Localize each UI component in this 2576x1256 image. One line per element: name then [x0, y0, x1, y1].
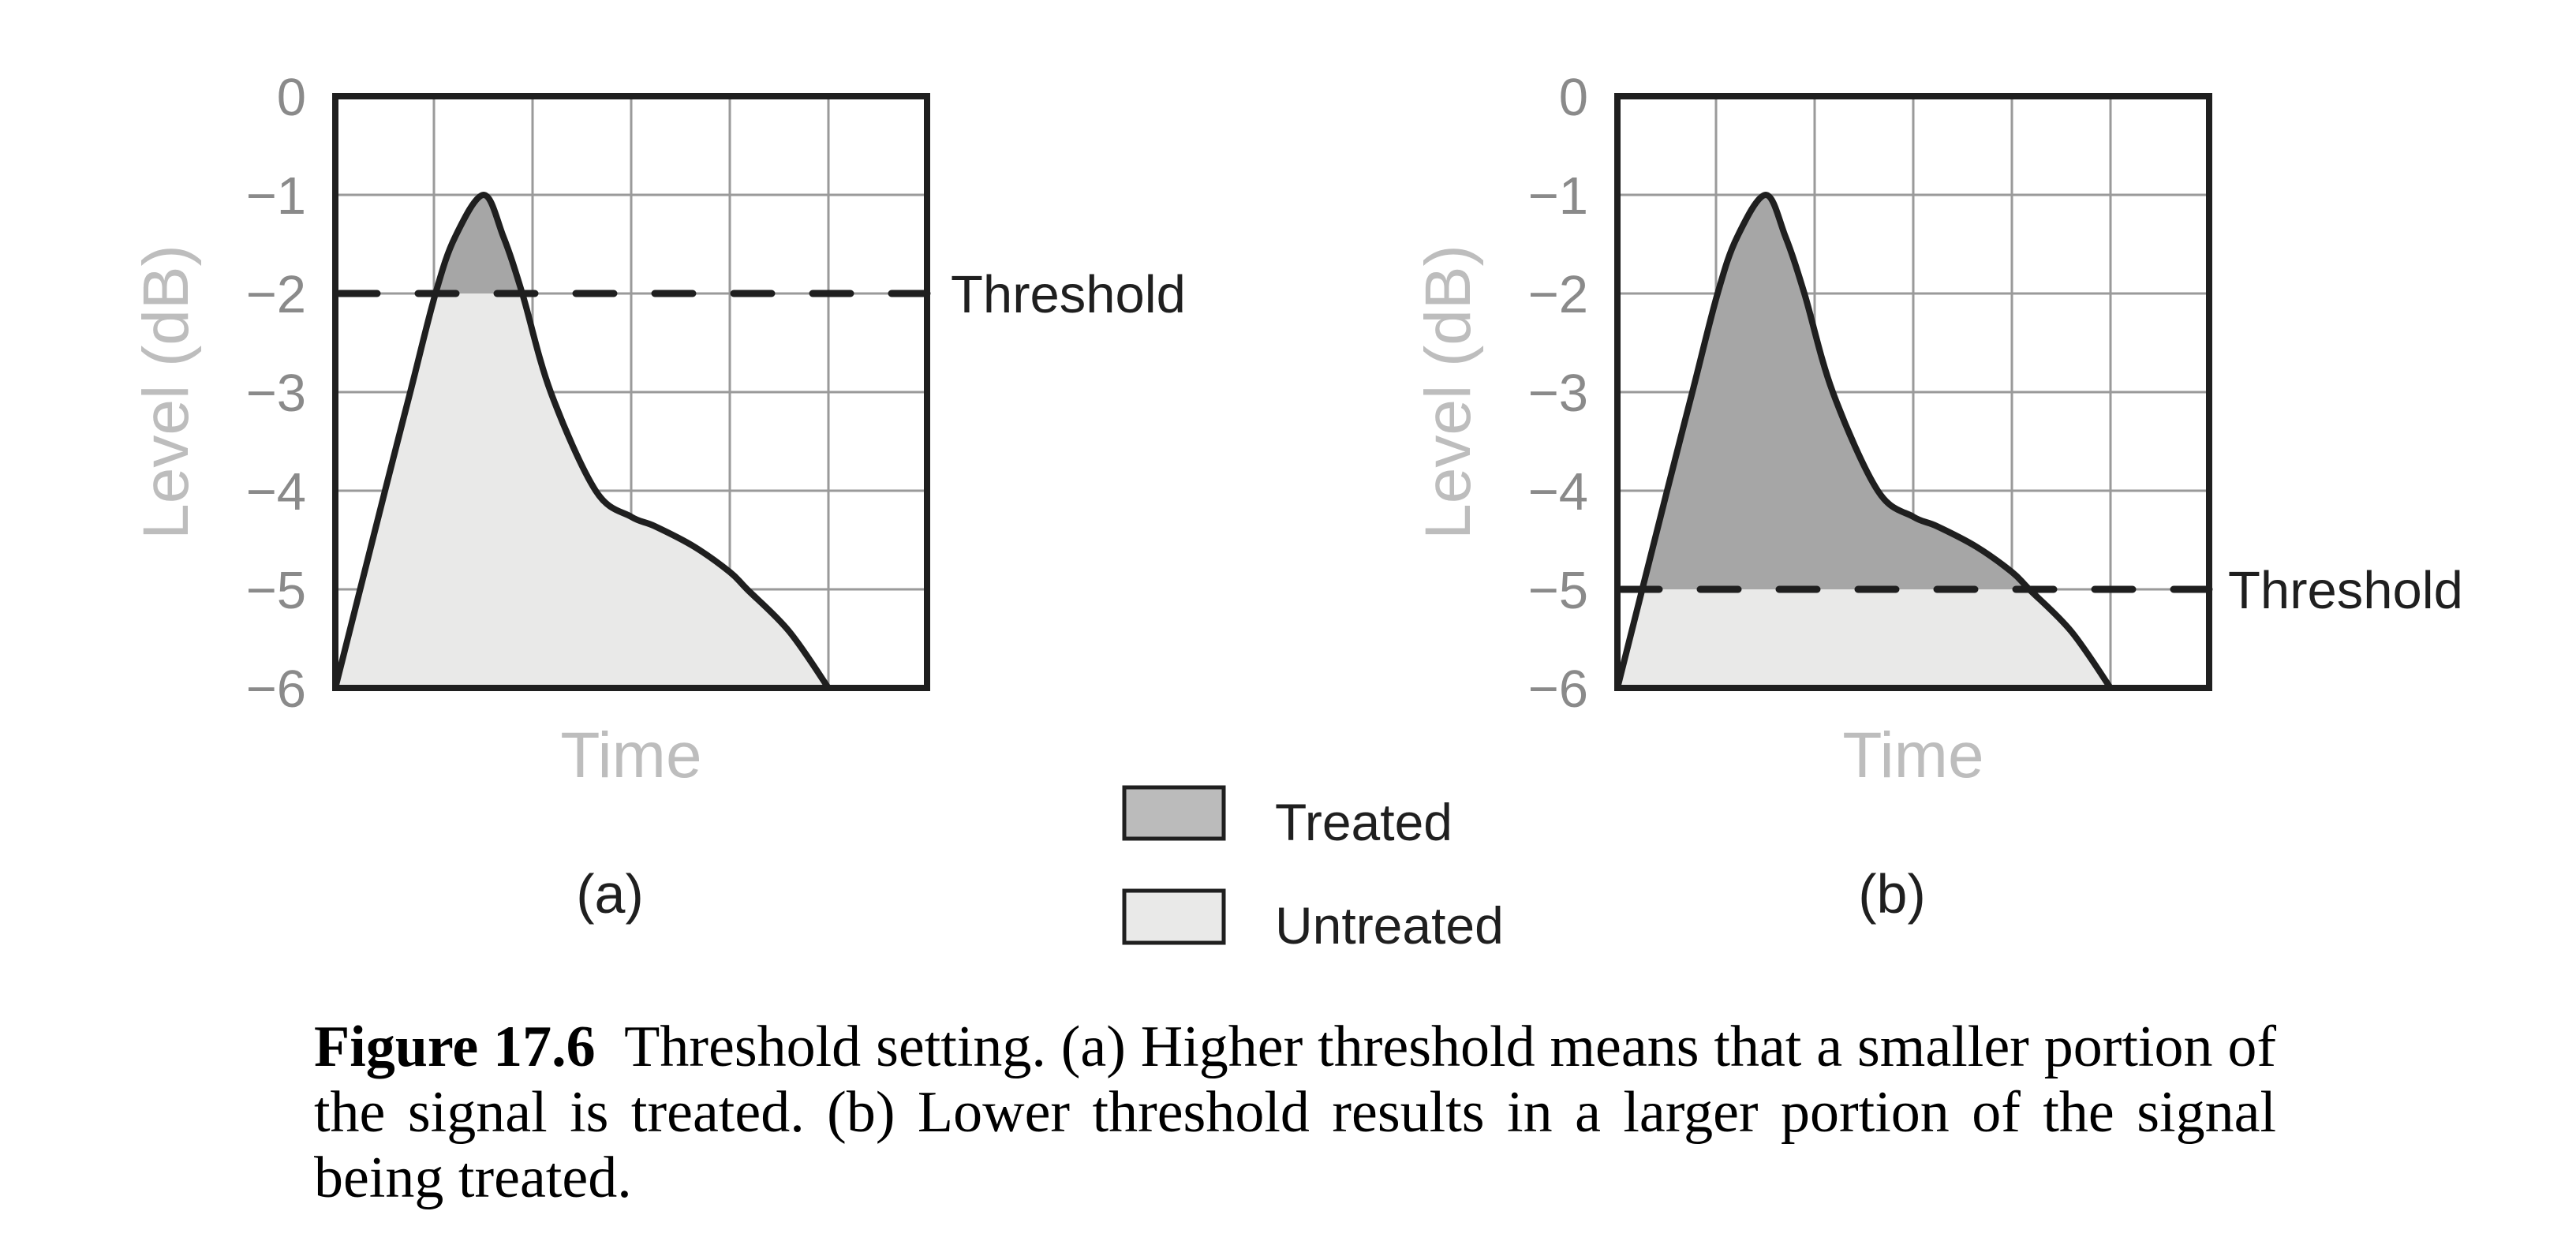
y-tick-label: −6	[246, 660, 306, 719]
threshold-label: Threshold	[951, 265, 1186, 324]
panel-label: (b)	[1858, 863, 1926, 925]
x-axis-title: Time	[560, 720, 701, 791]
legend-label-treated: Treated	[1275, 793, 1453, 851]
y-tick-label: −5	[1528, 561, 1588, 620]
x-axis-title: Time	[1842, 720, 1983, 791]
y-axis-title: Level (dB)	[130, 245, 202, 540]
legend-item-treated: Treated	[1122, 785, 1453, 851]
y-axis-title: Level (dB)	[1412, 245, 1484, 540]
y-tick-label: −3	[246, 364, 306, 423]
figure-caption: Figure 17.6 Threshold setting. (a) Highe…	[314, 1015, 2276, 1211]
chart-panel-b: Level (dB) 0 −1 −2 −3 −4 −5 −6 Thr	[1412, 68, 2463, 925]
y-tick-labels: 0 −1 −2 −3 −4 −5 −6	[246, 68, 306, 719]
y-tick-label: 0	[277, 68, 306, 127]
y-tick-label: −4	[1528, 462, 1588, 521]
untreated-area	[335, 293, 828, 688]
plot-frame	[332, 93, 930, 691]
caption-line-1: Figure 17.6 Threshold setting. (a) Highe…	[314, 1015, 2276, 1080]
treated-swatch	[1122, 785, 1226, 841]
y-tick-label: −6	[1528, 660, 1588, 719]
y-tick-label: −2	[1528, 265, 1588, 324]
treated-area	[436, 195, 522, 293]
untreated-area	[1617, 589, 2111, 688]
signal-curve	[1614, 192, 2114, 691]
caption-line-2: the signal is treated. (b) Lower thresho…	[314, 1080, 2276, 1145]
y-tick-label: −5	[246, 561, 306, 620]
chart-panel-a: Level (dB) 0 −1 −2 −3 −4 −5 −6 Thr	[130, 68, 1186, 925]
y-tick-labels: 0 −1 −2 −3 −4 −5 −6	[1528, 68, 1588, 719]
y-tick-label: −2	[246, 265, 306, 324]
signal-curve	[332, 192, 832, 691]
untreated-swatch	[1122, 888, 1226, 945]
plot-frame	[1614, 93, 2212, 691]
threshold-label: Threshold	[2228, 561, 2463, 620]
y-tick-label: −3	[1528, 364, 1588, 423]
y-tick-label: −4	[246, 462, 306, 521]
y-tick-label: 0	[1559, 68, 1588, 127]
figure-number: Figure 17.6	[314, 1015, 596, 1079]
caption-line-3: being treated.	[314, 1146, 632, 1210]
legend-label-untreated: Untreated	[1275, 896, 1504, 955]
caption-text-1: Threshold setting. (a) Higher threshold …	[624, 1015, 2276, 1079]
legend: Treated Untreated	[1122, 785, 1504, 955]
y-tick-label: −1	[1528, 166, 1588, 226]
legend-item-untreated: Untreated	[1122, 888, 1504, 955]
panel-label: (a)	[576, 863, 644, 925]
y-tick-label: −1	[246, 166, 306, 226]
treated-area	[1642, 195, 2029, 589]
